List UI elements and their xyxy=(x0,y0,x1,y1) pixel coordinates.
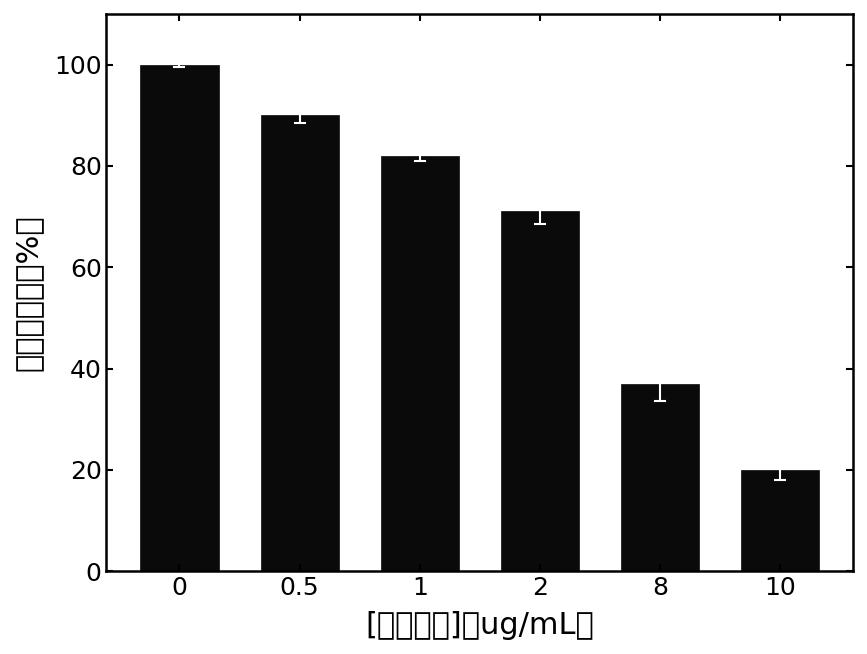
Bar xyxy=(261,115,339,571)
Y-axis label: 细胞存活率（%）: 细胞存活率（%） xyxy=(14,215,42,371)
Bar xyxy=(381,156,459,571)
Bar xyxy=(140,65,218,571)
Bar xyxy=(741,470,819,571)
X-axis label: [纳米粒子]（ug/mL）: [纳米粒子]（ug/mL） xyxy=(365,611,594,640)
Bar xyxy=(501,211,579,571)
Bar xyxy=(621,384,699,571)
